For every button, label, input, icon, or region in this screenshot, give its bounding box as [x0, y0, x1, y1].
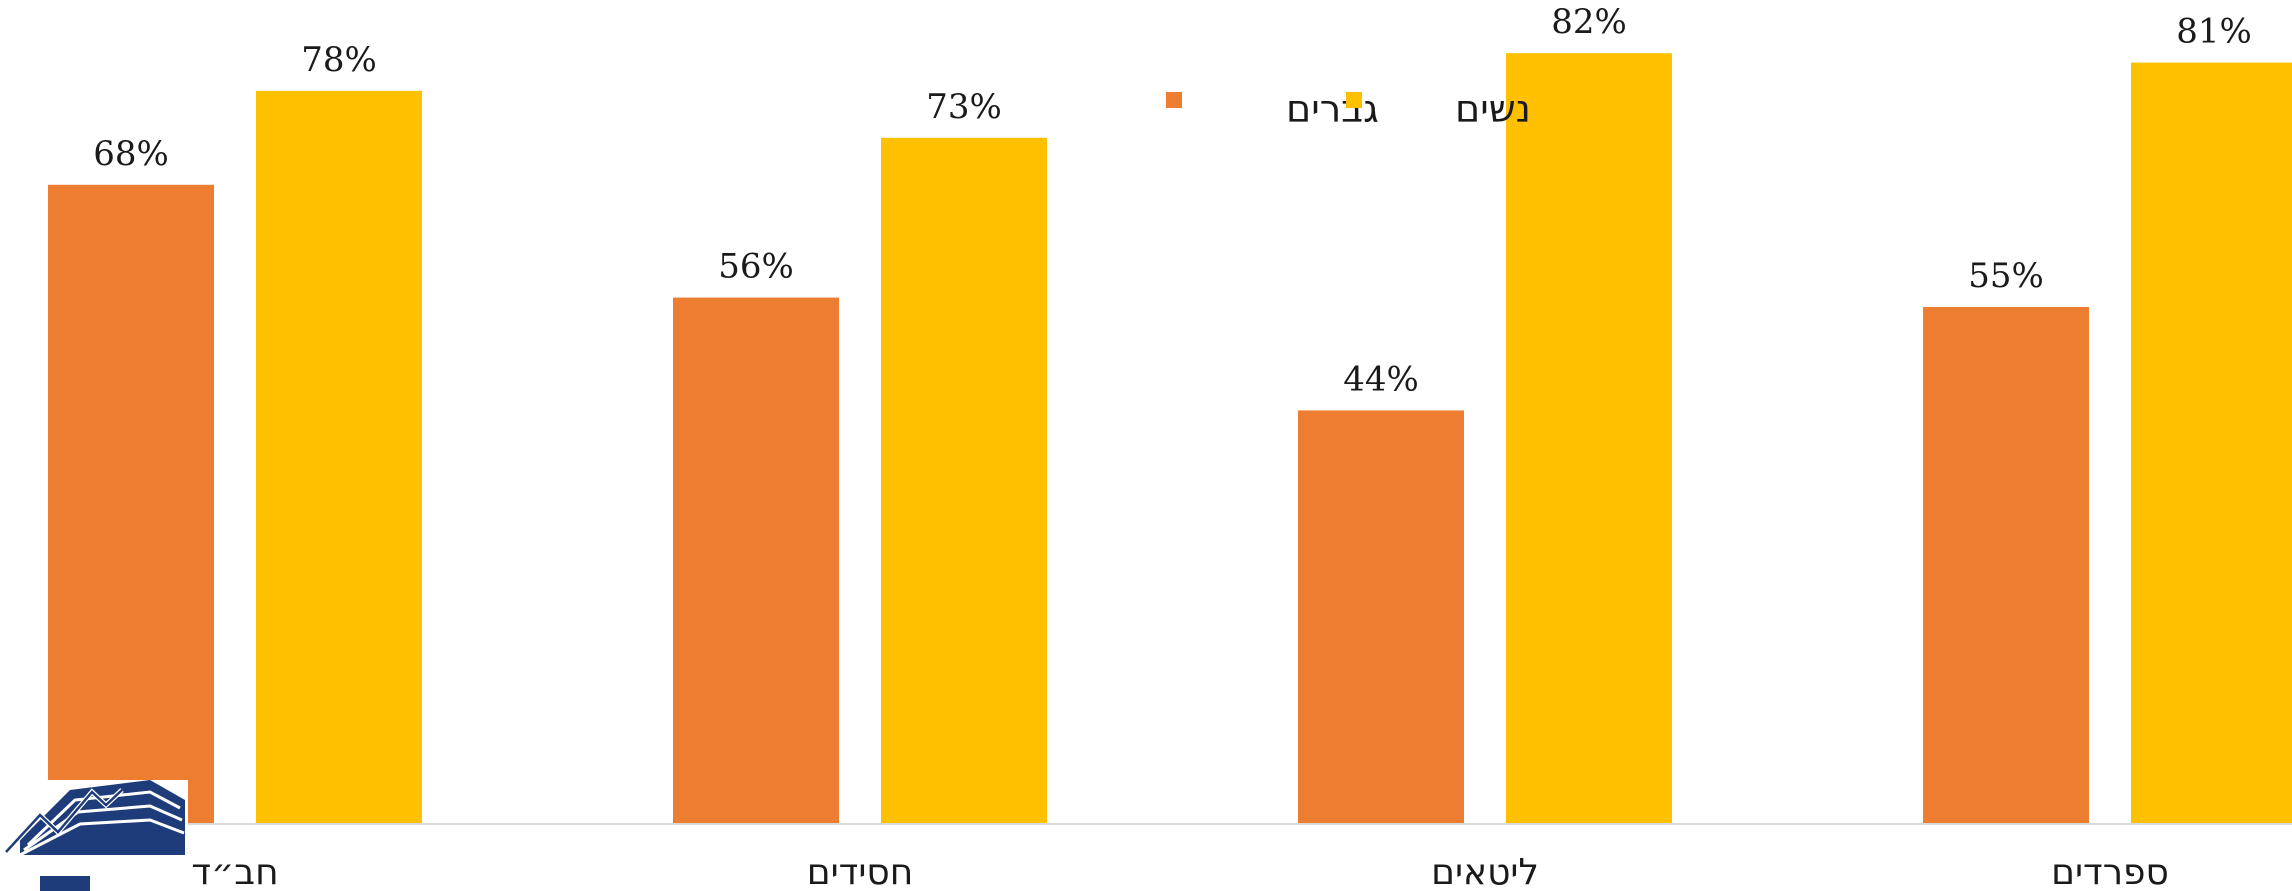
category-label-2: ליטאים — [1431, 852, 1539, 891]
legend-label-women: נשים — [1455, 87, 1531, 131]
data-label-men-2: 44% — [1343, 359, 1419, 399]
bar-women-2 — [1506, 53, 1672, 824]
bar-men-2 — [1298, 410, 1464, 824]
data-label-women-2: 82% — [1551, 2, 1627, 42]
data-label-men-0: 68% — [93, 134, 169, 174]
bar-men-1 — [673, 297, 839, 825]
institute-logo-icon — [0, 780, 188, 891]
legend-swatch-women — [1346, 92, 1362, 108]
data-label-women-1: 73% — [926, 87, 1002, 127]
data-label-women-0: 78% — [301, 40, 377, 80]
data-label-men-3: 55% — [1968, 256, 2044, 296]
bar-women-1 — [881, 137, 1047, 825]
data-labels-layer: 68% 78% 56% 73% 44% 82% 55% 81% — [93, 2, 2252, 399]
category-label-3: ספרדים — [2051, 852, 2169, 891]
bars-layer — [48, 53, 2292, 825]
bar-women-3 — [2131, 62, 2292, 825]
bar-men-3 — [1923, 307, 2089, 824]
bar-men-0 — [48, 184, 214, 825]
data-label-men-1: 56% — [718, 247, 794, 287]
category-label-0: חב״ד — [191, 852, 278, 891]
bar-women-0 — [256, 90, 422, 825]
legend-swatch-men — [1166, 92, 1182, 108]
legend: גברים נשים — [1166, 87, 1531, 131]
category-labels-layer: חב״ד חסידים ליטאים ספרדים — [191, 852, 2168, 891]
data-label-women-3: 81% — [2176, 12, 2252, 52]
legend-label-men: גברים — [1286, 87, 1379, 131]
category-label-1: חסידים — [807, 852, 914, 891]
